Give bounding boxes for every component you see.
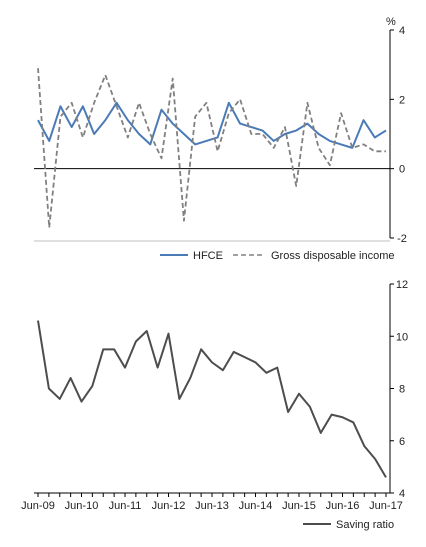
bottom-chart-legend: Saving ratio [303,519,394,531]
y-tick-label: 10 [396,331,408,343]
x-tick-label: Jun-11 [109,500,142,512]
series-line-gross-disposable-income [37,68,386,229]
y-tick-label: 6 [399,436,405,448]
legend-label-gross-disposable-income: Gross disposable income [271,250,395,262]
x-tick-label: Jun-15 [282,500,316,512]
x-tick-label: Jun-09 [21,500,55,512]
series-line-hfce [37,101,387,149]
y-tick-label: -2 [397,233,407,245]
x-tick-label: Jun-10 [65,500,99,512]
y-tick-label: 0 [399,164,405,176]
top-chart-y-ticks: -2 0 2 4 [390,25,407,245]
x-tick-label: Jun-14 [239,500,273,512]
x-tick-label: Jun-12 [152,500,186,512]
top-chart-legend: HFCE Gross disposable income [160,250,395,262]
y-tick-label: 12 [396,279,408,291]
bottom-chart-y-ticks: 4 6 8 10 12 [390,279,408,500]
series-line-saving-ratio [37,320,387,478]
x-tick-label: Jun-13 [195,500,229,512]
y-tick-label: 4 [399,25,405,37]
x-tick-label: Jun-17 [369,500,403,512]
bottom-chart-series [37,320,387,478]
top-chart-series [37,68,387,229]
y-tick-label: 2 [399,94,405,106]
x-tick-label: Jun-16 [326,500,360,512]
bottom-chart-x-ticks: Jun-09 Jun-10 Jun-11 Jun-12 Jun-13 Jun-14 Jun-… [21,493,403,512]
legend-label-hfce: HFCE [193,250,223,262]
top-chart-unit-label: % [386,16,396,28]
top-chart: % -2 0 2 4 HFCE Gross disposable income [34,16,407,262]
y-tick-label: 8 [399,384,405,396]
legend-label-saving-ratio: Saving ratio [336,519,394,531]
y-tick-label: 4 [399,488,405,500]
